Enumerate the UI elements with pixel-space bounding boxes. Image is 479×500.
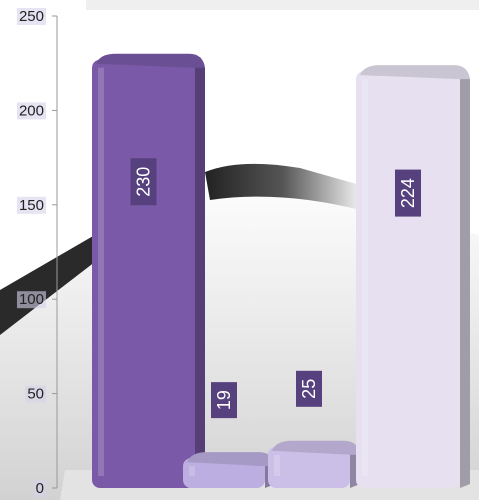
y-tick-highlight bbox=[16, 196, 46, 214]
bar-side bbox=[460, 71, 470, 488]
y-tick-label: 200 bbox=[19, 102, 44, 119]
data-label-bg bbox=[130, 158, 157, 206]
bar-face bbox=[356, 71, 460, 488]
data-label-text: 19 bbox=[214, 390, 234, 410]
bar-face bbox=[183, 458, 265, 488]
data-label-2: 19 bbox=[211, 382, 237, 419]
floor-rim bbox=[0, 232, 100, 335]
bar-2 bbox=[183, 452, 275, 488]
top-band bbox=[86, 0, 479, 10]
bar-top bbox=[360, 65, 470, 80]
bar-top bbox=[272, 440, 360, 455]
y-tick-label: 50 bbox=[27, 386, 44, 403]
y-tick-highlight bbox=[16, 102, 46, 120]
data-label-text: 230 bbox=[134, 167, 154, 197]
y-tick-label: 0 bbox=[36, 480, 44, 497]
y-tick-highlight bbox=[16, 291, 46, 309]
y-tick-highlight bbox=[25, 385, 46, 403]
bar-1 bbox=[92, 53, 205, 488]
y-tick-highlight bbox=[33, 480, 46, 497]
floor-rim-back bbox=[205, 163, 360, 210]
bar-3 bbox=[268, 440, 360, 488]
y-tick-highlight bbox=[16, 8, 46, 25]
bar-highlight bbox=[274, 454, 280, 476]
bars bbox=[92, 53, 470, 488]
bar-4 bbox=[356, 65, 470, 488]
data-labels: 230 19 25 224 bbox=[130, 158, 421, 419]
bar-side bbox=[195, 59, 205, 488]
y-axis: 0 50 100 150 200 250 bbox=[16, 8, 58, 497]
bar-face bbox=[92, 59, 195, 488]
data-label-4: 224 bbox=[395, 169, 421, 217]
y-tick-label: 150 bbox=[19, 197, 44, 214]
data-label-3: 25 bbox=[296, 370, 322, 407]
data-label-bg bbox=[395, 169, 421, 217]
bar-highlight bbox=[189, 466, 195, 476]
bar-highlight bbox=[98, 67, 104, 476]
bar-highlight bbox=[362, 79, 368, 476]
y-tick-label: 100 bbox=[19, 291, 44, 308]
bar-top bbox=[187, 452, 275, 467]
data-label-text: 224 bbox=[398, 178, 418, 208]
bar-face bbox=[268, 446, 350, 488]
data-label-1: 230 bbox=[130, 158, 157, 206]
y-tick-label: 250 bbox=[19, 8, 44, 25]
data-label-text: 25 bbox=[299, 379, 319, 399]
data-label-bg bbox=[211, 382, 237, 419]
bar-top bbox=[96, 53, 205, 68]
data-label-bg bbox=[296, 370, 322, 407]
